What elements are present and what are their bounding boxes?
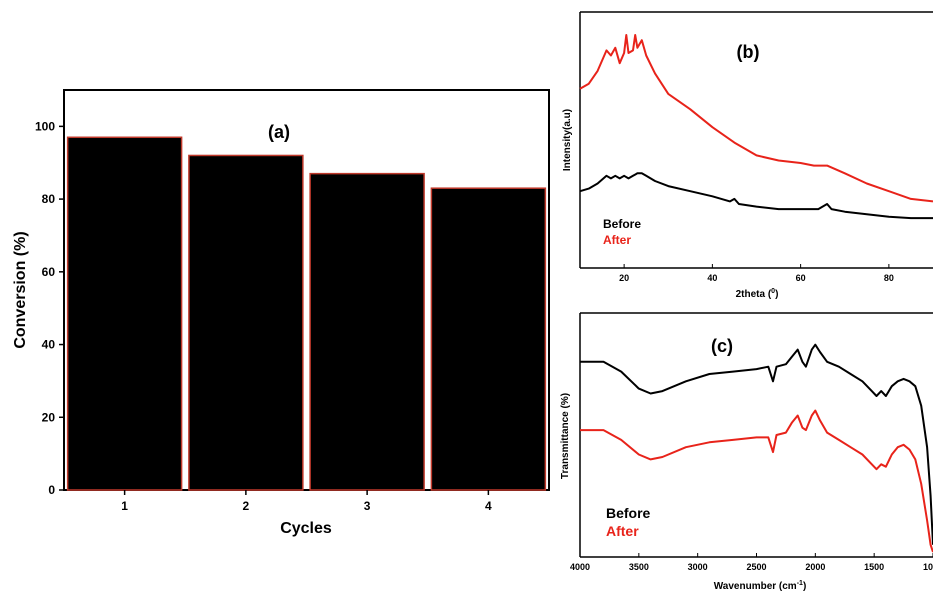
c-xtick-label: 2000 (805, 562, 825, 572)
panel-b-label: (b) (737, 42, 760, 62)
c-xtick-label: 4000 (570, 562, 590, 572)
panel-b-y-axis-title: Intensity(a.u) (562, 109, 573, 171)
bar-3 (309, 172, 425, 491)
panel-b-legend-before: Before (603, 217, 641, 231)
panel-b-x-axis-title: 2theta (0) (736, 288, 779, 300)
b-xtick-label: 20 (619, 273, 629, 283)
panel-c-legend-before: Before (606, 505, 651, 521)
panel-b-line-chart: 20 40 60 80 (b) Before After 2theta (0) Int… (562, 11, 933, 300)
a-xtick-label: 3 (364, 499, 371, 513)
bar-2 (188, 154, 304, 491)
panel-c-legend-after: After (606, 523, 639, 539)
a-ytick-label: 100 (35, 119, 55, 133)
a-ytick-label: 0 (48, 483, 55, 497)
panel-c-line-chart: 4000350030002500200015001000 (c) Before … (560, 312, 933, 591)
c-series-after-line (580, 409, 933, 553)
a-xtick-label: 4 (485, 499, 492, 513)
a-xtick-label: 1 (121, 499, 128, 513)
panel-c-x-axis-title: Wavenumber (cm-1) (714, 580, 807, 591)
panel-a-bar-chart: 0 20 40 60 80 100 1 2 3 4 (a) Cycles Conversion … (12, 89, 550, 537)
panel-b-legend-after: After (603, 233, 631, 247)
b-series-before-line (579, 172, 933, 220)
panel-a-label: (a) (268, 122, 290, 142)
c-xtick-label: 1000 (923, 562, 933, 572)
c-xtick-label: 1500 (864, 562, 884, 572)
panel-a-frame (63, 89, 550, 491)
a-ytick-label: 40 (42, 338, 56, 352)
c-xtick-label: 3500 (629, 562, 649, 572)
panel-c-y-axis-title: Transmittance (%) (560, 393, 571, 479)
b-xtick-label: 80 (884, 273, 894, 283)
a-ytick-label: 60 (42, 265, 56, 279)
panel-c-label: (c) (711, 336, 733, 356)
c-xtick-label: 3000 (688, 562, 708, 572)
b-series-after-line (579, 34, 933, 203)
a-xtick-label: 2 (243, 499, 250, 513)
c-series-before-line (580, 343, 933, 545)
bar-4 (430, 187, 547, 491)
panel-a-x-axis-title: Cycles (280, 520, 332, 537)
bar-1 (66, 136, 183, 491)
b-xtick-label: 40 (707, 273, 717, 283)
a-ytick-label: 20 (42, 410, 56, 424)
b-xtick-label: 60 (796, 273, 806, 283)
panel-a-y-axis-title: Conversion (%) (12, 231, 29, 348)
a-ytick-label: 80 (42, 192, 56, 206)
c-xtick-label: 2500 (746, 562, 766, 572)
